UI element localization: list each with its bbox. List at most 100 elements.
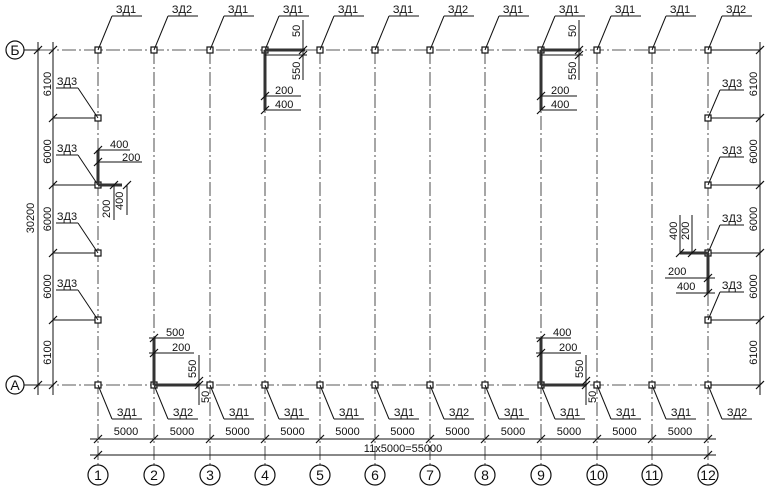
embedded-part-mark: ЗД1 (616, 407, 636, 419)
mark-leader (374, 15, 390, 51)
embedded-part-mark: ЗД2 (727, 407, 747, 419)
dimension-tick (48, 45, 58, 55)
dimension-tick (536, 91, 546, 101)
embedded-part-mark: ЗД1 (503, 4, 523, 16)
axis-label-10: 10 (589, 467, 605, 483)
dimension-tick (48, 248, 58, 258)
detail-dimension: 400 (110, 139, 128, 151)
dimension-tick (536, 434, 546, 444)
embedded-part-mark: ЗД3 (722, 280, 742, 292)
mark-leader (77, 87, 99, 119)
axis-bubble-1 (87, 464, 109, 486)
dimension-row-span: 6100 (748, 72, 760, 96)
axis-label-8: 8 (481, 467, 489, 483)
mark-leader (209, 384, 225, 420)
mark-leader (707, 224, 721, 254)
mark-leader (484, 15, 500, 51)
dimension-tick (480, 434, 490, 444)
axis-bubble-2 (143, 464, 165, 486)
detail-dimension: 550 (567, 62, 579, 80)
embedded-part-mark: ЗД2 (448, 4, 468, 16)
dimension-bay-span: 5000 (445, 426, 469, 438)
dimension-total-width: 30200 (25, 203, 37, 234)
dimension-tick (298, 50, 308, 60)
embedded-part-mark: ЗД1 (228, 4, 248, 16)
dimension-tick (536, 348, 546, 358)
dimension-row-span: 6100 (42, 340, 54, 364)
dimension-tick (48, 315, 58, 325)
mark-leader (651, 15, 667, 51)
detail-dimension: 200 (551, 85, 569, 97)
dimension-tick (48, 380, 58, 390)
embedded-part-mark: ЗД1 (615, 4, 635, 16)
dimension-tick (194, 376, 204, 386)
dimension-bay-span: 5000 (335, 426, 359, 438)
embedded-part-mark: ЗД3 (722, 78, 742, 90)
embedded-part-mark: ЗД1 (394, 407, 414, 419)
embedded-part-mark: ЗД1 (284, 407, 304, 419)
dimension-tick (755, 315, 765, 325)
dimension-tick (149, 348, 159, 358)
mark-leader (97, 384, 113, 420)
mark-leader (77, 222, 99, 254)
embedded-part-mark: ЗД1 (283, 4, 303, 16)
dimension-tick (33, 45, 43, 55)
axis-bubble-7 (419, 464, 441, 486)
embedded-part-mark: ЗД1 (393, 4, 413, 16)
embedded-part-mark: ЗД3 (57, 76, 77, 88)
axis-label-A: А (10, 377, 20, 393)
axis-bubble-11 (641, 464, 663, 486)
axis-bubble-6 (364, 464, 386, 486)
mark-leader (264, 15, 280, 51)
dimension-tick (592, 434, 602, 444)
axis-label-2: 2 (150, 467, 158, 483)
mark-leader (707, 384, 723, 420)
detail-dimension: 200 (122, 152, 140, 164)
dimension-tick (425, 434, 435, 444)
embedded-part-mark: ЗД2 (172, 4, 192, 16)
axis-label-5: 5 (316, 467, 324, 483)
dimension-tick (260, 434, 270, 444)
embedded-part-mark: ЗД1 (559, 4, 579, 16)
embedded-part-mark: ЗД1 (116, 4, 136, 16)
dimension-row-span: 6000 (748, 274, 760, 298)
dimension-tick (109, 180, 119, 190)
dimension-tick (755, 248, 765, 258)
dimension-tick (581, 380, 591, 390)
detail-dimension: 200 (172, 342, 190, 354)
embedded-part-mark: ЗД2 (449, 407, 469, 419)
dimension-bay-span: 5000 (225, 426, 249, 438)
mark-leader (484, 384, 500, 420)
embedded-part-mark: ЗД1 (339, 407, 359, 419)
mark-leader (77, 289, 99, 321)
dimension-tick (93, 434, 103, 444)
mark-leader (319, 15, 335, 51)
mark-leader (153, 384, 169, 420)
dimension-tick (703, 450, 713, 460)
mark-leader (596, 384, 612, 420)
detail-dimension: 400 (668, 222, 680, 240)
detail-dimension: 200 (680, 222, 692, 240)
dimension-tick (149, 333, 159, 343)
dimension-tick (687, 248, 697, 258)
dimension-bay-span: 5000 (280, 426, 304, 438)
mark-leader (540, 15, 556, 51)
dimension-tick (93, 157, 103, 167)
dimension-bay-span: 5000 (557, 426, 581, 438)
dimension-row-span: 6000 (748, 207, 760, 231)
detail-dimension: 400 (551, 99, 569, 111)
embedded-part-mark: ЗД1 (229, 407, 249, 419)
axis-label-12: 12 (700, 467, 716, 483)
dimension-row-span: 6000 (42, 207, 54, 231)
dimension-tick (315, 434, 325, 444)
dimension-row-span: 6000 (42, 274, 54, 298)
embedded-part-mark: ЗД1 (670, 4, 690, 16)
dimension-tick (149, 434, 159, 444)
dimension-tick (703, 434, 713, 444)
dimension-bay-span: 5000 (114, 426, 138, 438)
detail-dimension: 500 (166, 327, 184, 339)
dimension-tick (536, 105, 546, 115)
dimension-tick (755, 113, 765, 123)
detail-dimension: 200 (101, 200, 113, 218)
